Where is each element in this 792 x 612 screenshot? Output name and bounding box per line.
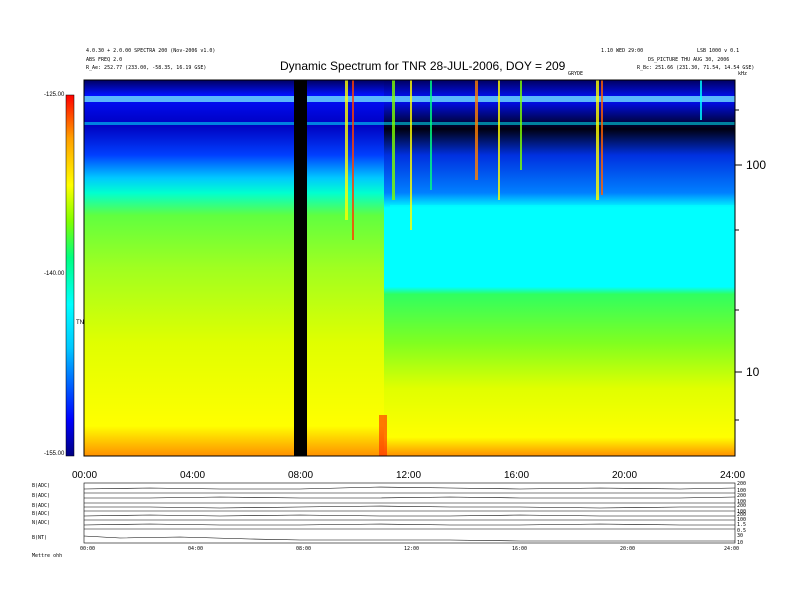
header-right-corner: LSB 1000 v 0.1 xyxy=(697,48,740,54)
header-left-line3: R_Ae: 252.77 (233.00, -58.35, 16.19 GSE) xyxy=(86,65,207,71)
panel-label-4: B(ADC) xyxy=(32,511,51,517)
panel-x-tick-2: 08:00 xyxy=(296,546,312,552)
header-left-line1: 4.0.30 + 2.0.00 SPECTRA 200 (Nov-2006 v1… xyxy=(86,48,216,54)
panel-right-4: 100 xyxy=(737,499,747,505)
spectrum-left xyxy=(84,80,384,456)
panel-x-tick-6: 24:00 xyxy=(724,546,740,552)
colorbar-tick-mid: -140.00 xyxy=(44,271,65,277)
x-tick-1600: 16:00 xyxy=(504,470,530,481)
header-left-line2: ABS FREQ 2.0 xyxy=(86,57,123,63)
panel-label-6: B(NT) xyxy=(32,535,48,541)
header-right-line3: R_Bc: 251.66 (231.30, 71.54, 14.54 GSE) xyxy=(637,65,755,71)
panel-label-3: B(ADC) xyxy=(32,503,51,509)
spectrum-band-mid xyxy=(84,122,735,125)
header-right-line2: DS_PICTURE THU AUG 30, 2006 xyxy=(648,57,730,63)
panel-label-1: B(ADC) xyxy=(32,483,51,489)
spectrum-frame xyxy=(83,79,736,457)
panel-x-tick-0: 00:00 xyxy=(80,546,96,552)
spectrum-red-burst xyxy=(379,415,387,456)
data-gap xyxy=(294,80,307,456)
y-unit-label: kHz xyxy=(738,71,748,77)
chart-title: Dynamic Spectrum for TNR 28-JUL-2006, DO… xyxy=(280,59,566,73)
panel-x-tick-5: 20:00 xyxy=(620,546,636,552)
panel-right-9: 1.5 xyxy=(737,522,747,528)
panel-x-tick-1: 04:00 xyxy=(188,546,204,552)
colorbar-tick-top: -125.00 xyxy=(44,92,65,98)
header-right-line1: 1.10 WED 29:00 xyxy=(601,48,644,54)
x-tick-1200: 12:00 xyxy=(396,470,422,481)
burst-streaks xyxy=(345,80,702,240)
colorbar xyxy=(65,94,75,457)
panel-right-12: 10 xyxy=(737,540,744,546)
bottom-panels xyxy=(83,482,736,544)
panel-right-6: 100 xyxy=(737,509,747,515)
header-right-small: GRYDE xyxy=(568,71,584,77)
x-tick-0800: 08:00 xyxy=(288,470,314,481)
spectrum-right xyxy=(384,80,735,456)
panel-right-1: 200 xyxy=(737,481,747,487)
colorbar-tick-bottom: -155.00 xyxy=(44,451,65,457)
panel-label-5: N(ADC) xyxy=(32,520,51,526)
spectrum-band-cyan xyxy=(390,205,735,223)
x-tick-2000: 20:00 xyxy=(612,470,638,481)
x-tick-0400: 04:00 xyxy=(180,470,206,481)
panel-right-10: 0.5 xyxy=(737,528,747,534)
panel-x-tick-3: 12:00 xyxy=(404,546,420,552)
y-tick-100: 100 xyxy=(746,158,767,172)
panel-right-11: 30 xyxy=(737,533,744,539)
panel-right-8: 100 xyxy=(737,517,747,523)
colorbar-label: TNR xyxy=(76,320,89,326)
panel-right-2: 100 xyxy=(737,488,747,494)
panel-right-7: 200 xyxy=(737,512,747,518)
y-tick-10: 10 xyxy=(746,365,760,379)
panel-right-5: 200 xyxy=(737,503,747,509)
x-tick-2400: 24:00 xyxy=(720,470,746,481)
panel-right-3: 200 xyxy=(737,493,747,499)
spectrum-band-top xyxy=(84,96,735,102)
panel-x-tick-4: 16:00 xyxy=(512,546,528,552)
panel-label-2: B(ADC) xyxy=(32,493,51,499)
panel-footer: Mettre ohh xyxy=(32,553,63,559)
x-tick-0000: 00:00 xyxy=(72,470,98,481)
